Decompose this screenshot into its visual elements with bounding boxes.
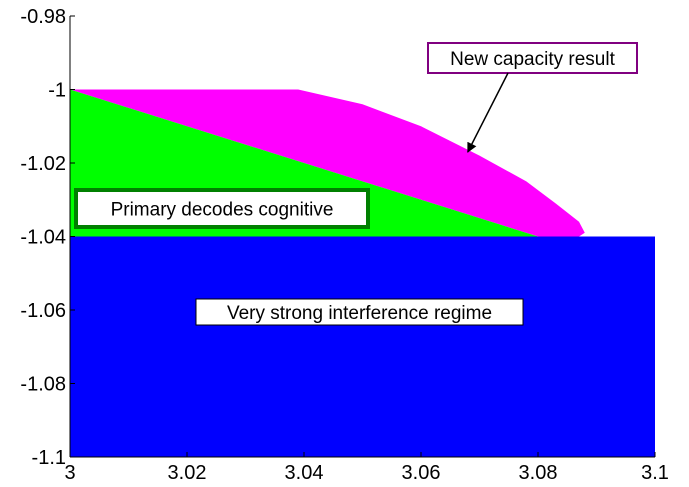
annotation-primary-decodes-cognitive: Primary decodes cognitive <box>74 188 370 229</box>
annotation-very-strong-interference-regime: Very strong interference regime <box>195 298 524 326</box>
region-very-strong-interference-regime <box>70 236 655 457</box>
region-new-capacity-result <box>70 89 585 237</box>
x-tick-label: 3.1 <box>641 462 669 484</box>
annotation-box <box>74 188 370 229</box>
y-tick-label: -1.06 <box>20 300 66 322</box>
y-tick-label: -1.02 <box>20 153 66 175</box>
y-tick-label: -1.04 <box>20 227 66 249</box>
annotation-box <box>427 42 638 74</box>
annotation-label: New capacity result <box>450 49 615 70</box>
y-tick-label: -1 <box>48 80 66 102</box>
chart-regions <box>70 89 655 457</box>
annotation-arrow <box>467 72 509 153</box>
y-tick-label: -0.98 <box>20 6 66 28</box>
y-tick-label: -1.08 <box>20 374 66 396</box>
x-tick-label: 3.02 <box>168 462 207 484</box>
chart-axes: 3 3.02 3.04 3.06 3.08 3.1 -0.98 -1 -1.02 -1.04 -1.… <box>20 6 669 484</box>
y-tick-label: -1.1 <box>32 447 66 469</box>
x-tick-label: 3.08 <box>519 462 558 484</box>
x-tick-label: 3 <box>64 462 75 484</box>
annotation-label: Primary decodes cognitive <box>111 200 334 221</box>
x-tick-label: 3.04 <box>285 462 324 484</box>
chart-annotations: New capacity result Primary decodes cogni… <box>74 42 638 326</box>
annotation-label: Very strong interference regime <box>227 303 492 324</box>
annotation-new-capacity-result: New capacity result <box>427 42 638 153</box>
x-tick-label: 3.06 <box>402 462 441 484</box>
annotation-box <box>195 298 524 326</box>
